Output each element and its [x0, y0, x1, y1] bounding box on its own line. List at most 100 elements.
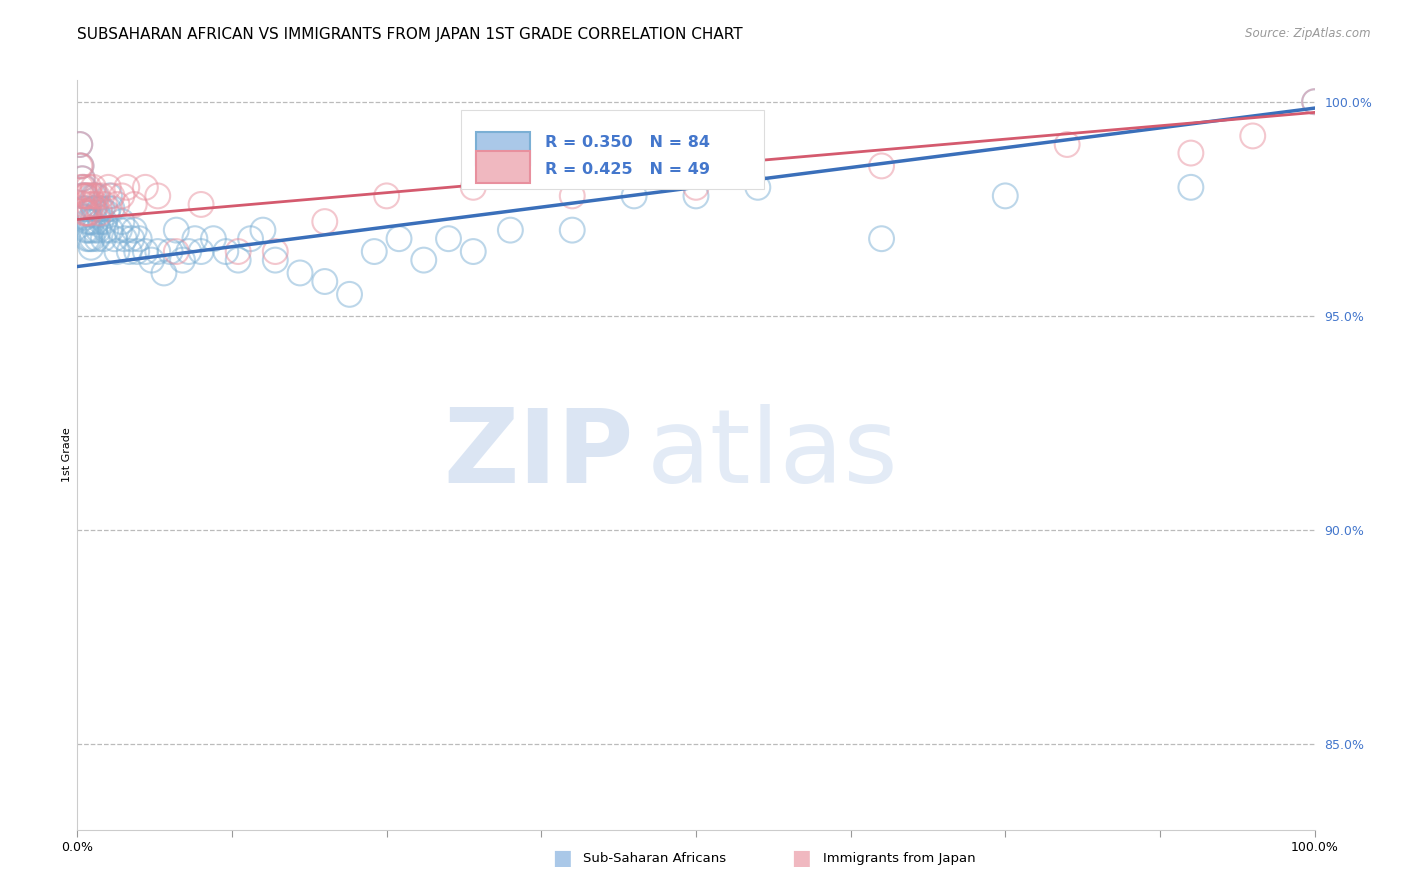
Point [103, 232, 125, 246]
Point [388, 232, 411, 246]
Point [115, 180, 138, 194]
Point [72, 202, 94, 216]
Point [72, 180, 94, 194]
Point [172, 253, 194, 268]
Point [90, 214, 112, 228]
Point [165, 223, 187, 237]
Point [288, 266, 311, 280]
Point [463, 180, 485, 194]
Point [499, 223, 522, 237]
Point [93, 214, 115, 228]
Point [91, 189, 114, 203]
Point [339, 287, 361, 301]
Point [70, 159, 93, 173]
Point [69, 137, 91, 152]
Point [561, 189, 583, 203]
Point [165, 244, 187, 259]
Point [82, 202, 104, 216]
Point [82, 214, 104, 228]
Point [82, 180, 104, 194]
Point [101, 202, 124, 216]
Point [412, 253, 434, 268]
Point [89, 202, 111, 216]
Point [80, 189, 103, 203]
Point [226, 244, 249, 259]
Text: ■: ■ [553, 848, 572, 868]
Text: atlas: atlas [647, 404, 898, 506]
Point [86, 232, 108, 246]
Point [72, 171, 94, 186]
Point [747, 180, 769, 194]
Point [69, 137, 91, 152]
Point [91, 202, 114, 216]
Point [1303, 95, 1326, 109]
Point [122, 223, 145, 237]
Point [80, 223, 103, 237]
Point [80, 240, 103, 254]
Point [79, 206, 101, 220]
Point [72, 180, 94, 194]
Point [72, 197, 94, 211]
Point [375, 189, 398, 203]
Point [72, 189, 94, 203]
Point [122, 197, 145, 211]
Point [685, 189, 707, 203]
Point [226, 253, 249, 268]
Point [146, 189, 169, 203]
Point [76, 189, 98, 203]
Point [1180, 146, 1202, 161]
Point [1241, 128, 1264, 143]
Point [153, 266, 176, 280]
Point [75, 189, 97, 203]
Text: Sub-Saharan Africans: Sub-Saharan Africans [583, 852, 727, 864]
Point [118, 244, 141, 259]
Point [96, 206, 118, 220]
Point [94, 223, 117, 237]
Point [134, 244, 156, 259]
Point [73, 189, 96, 203]
Point [105, 197, 128, 211]
Point [202, 232, 225, 246]
Point [108, 223, 131, 237]
Point [83, 189, 105, 203]
Point [177, 244, 200, 259]
Point [77, 223, 100, 237]
Point [91, 232, 114, 246]
Point [97, 180, 120, 194]
Point [89, 206, 111, 220]
Point [83, 202, 105, 216]
Point [363, 244, 385, 259]
Point [86, 189, 108, 203]
Point [82, 189, 104, 203]
Point [159, 244, 181, 259]
Point [97, 202, 120, 216]
Point [72, 189, 94, 203]
Point [84, 189, 107, 203]
Point [1180, 180, 1202, 194]
Point [87, 223, 110, 237]
Point [125, 244, 148, 259]
Point [111, 214, 134, 228]
Text: ■: ■ [792, 848, 811, 868]
Point [76, 206, 98, 220]
Point [75, 206, 97, 220]
Point [70, 180, 93, 194]
Point [93, 197, 115, 211]
Y-axis label: 1st Grade: 1st Grade [62, 427, 72, 483]
Point [184, 232, 207, 246]
Point [264, 253, 287, 268]
Point [98, 189, 121, 203]
Point [112, 232, 135, 246]
Point [73, 211, 96, 225]
Point [82, 232, 104, 246]
Point [69, 159, 91, 173]
Text: SUBSAHARAN AFRICAN VS IMMIGRANTS FROM JAPAN 1ST GRADE CORRELATION CHART: SUBSAHARAN AFRICAN VS IMMIGRANTS FROM JA… [77, 27, 742, 42]
Point [623, 189, 645, 203]
Point [77, 206, 100, 220]
Point [215, 244, 238, 259]
Point [84, 197, 107, 211]
Point [75, 223, 97, 237]
Point [870, 232, 893, 246]
Point [1056, 137, 1078, 152]
Point [111, 189, 134, 203]
